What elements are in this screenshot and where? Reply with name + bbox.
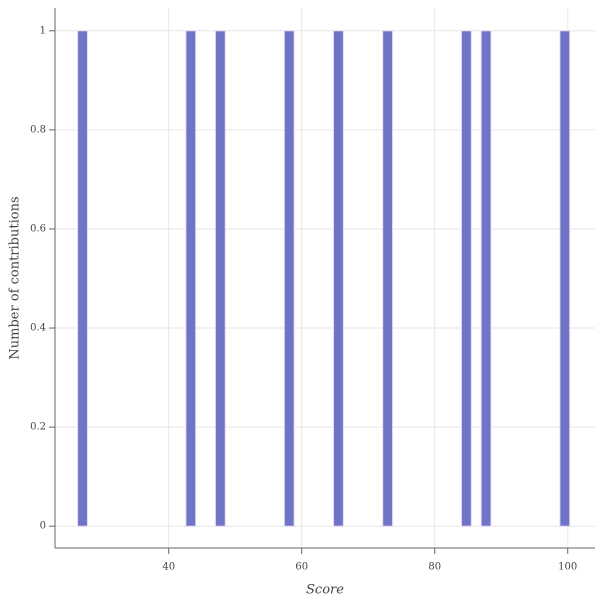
x-axis-title: Score <box>306 583 344 598</box>
x-tick-label: 40 <box>162 562 175 573</box>
bar <box>559 30 571 527</box>
bar <box>460 30 472 527</box>
y-tick-label: 1 <box>40 25 46 36</box>
y-axis-title: Number of contributions <box>8 196 23 359</box>
x-tick-label: 80 <box>428 562 441 573</box>
y-tick-label: 0.4 <box>30 323 46 334</box>
y-tick-label: 0.6 <box>30 223 46 234</box>
x-tick-label: 100 <box>558 562 577 573</box>
x-tick-label: 60 <box>295 562 308 573</box>
bar <box>283 30 295 527</box>
bar <box>333 30 344 527</box>
y-tick-label: 0.2 <box>30 422 46 433</box>
bar <box>185 30 197 527</box>
bar <box>214 30 226 527</box>
y-tick-label: 0.8 <box>30 124 46 135</box>
bar <box>382 30 394 527</box>
y-tick-label: 0 <box>40 521 46 532</box>
bar <box>77 30 88 527</box>
bar <box>480 30 492 527</box>
